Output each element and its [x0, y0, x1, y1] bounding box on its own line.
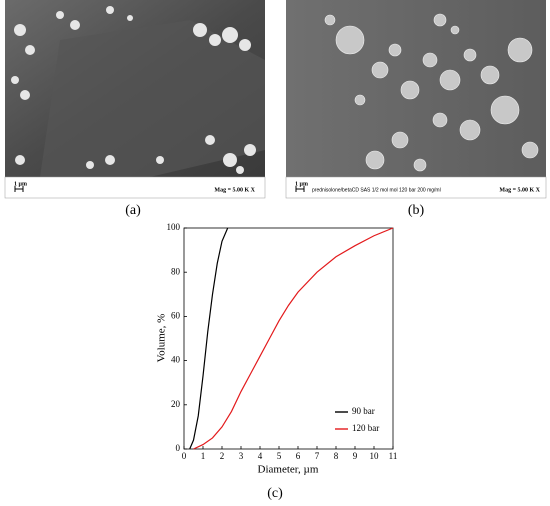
y-tick-label: 80: [171, 266, 181, 276]
x-tick-label: 10: [370, 451, 380, 461]
sample-note: prednisolone/betaCD SAS 1/2 mol mol 120 …: [312, 187, 441, 193]
data-line: [193, 227, 394, 450]
plot-frame: [183, 227, 394, 450]
data-line: [189, 227, 229, 450]
y-tick-label: 100: [167, 222, 181, 232]
legend-label: 90 bar: [352, 406, 375, 416]
sem-image-b: 1 µm prednisolone/betaCD SAS 1/2 mol mol…: [285, 0, 547, 199]
panel-label: (c): [267, 486, 283, 501]
y-tick-label: 0: [176, 443, 181, 453]
x-tick-label: 8: [334, 451, 339, 461]
x-tick-label: 1: [201, 451, 206, 461]
magnification: Mag = 5.00 K X: [499, 187, 540, 193]
x-tick-label: 11: [389, 451, 398, 461]
magnification: Mag = 5.00 K X: [214, 187, 255, 193]
x-tick-label: 9: [353, 451, 358, 461]
x-tick-label: 0: [182, 451, 187, 461]
x-tick-label: 4: [258, 451, 263, 461]
scale-label: 1 µm: [14, 181, 27, 187]
x-tick-label: 6: [296, 451, 301, 461]
y-tick-label: 20: [171, 399, 181, 409]
panel-label: (b): [408, 203, 425, 218]
x-tick-label: 2: [220, 451, 225, 461]
x-axis-label: Diameter, µm: [258, 464, 319, 476]
scale-label: 1 µm: [295, 181, 308, 187]
legend-label: 120 bar: [352, 423, 379, 433]
y-tick-label: 40: [171, 355, 181, 365]
x-tick-label: 5: [277, 451, 282, 461]
x-tick-label: 7: [315, 451, 320, 461]
sem-image-a: 1 µm Mag = 5.00 K X: [4, 0, 266, 199]
y-axis-label: Volume, %: [156, 314, 168, 363]
y-tick-label: 60: [171, 310, 181, 320]
panel-label: (a): [125, 203, 141, 218]
x-tick-label: 3: [239, 451, 244, 461]
